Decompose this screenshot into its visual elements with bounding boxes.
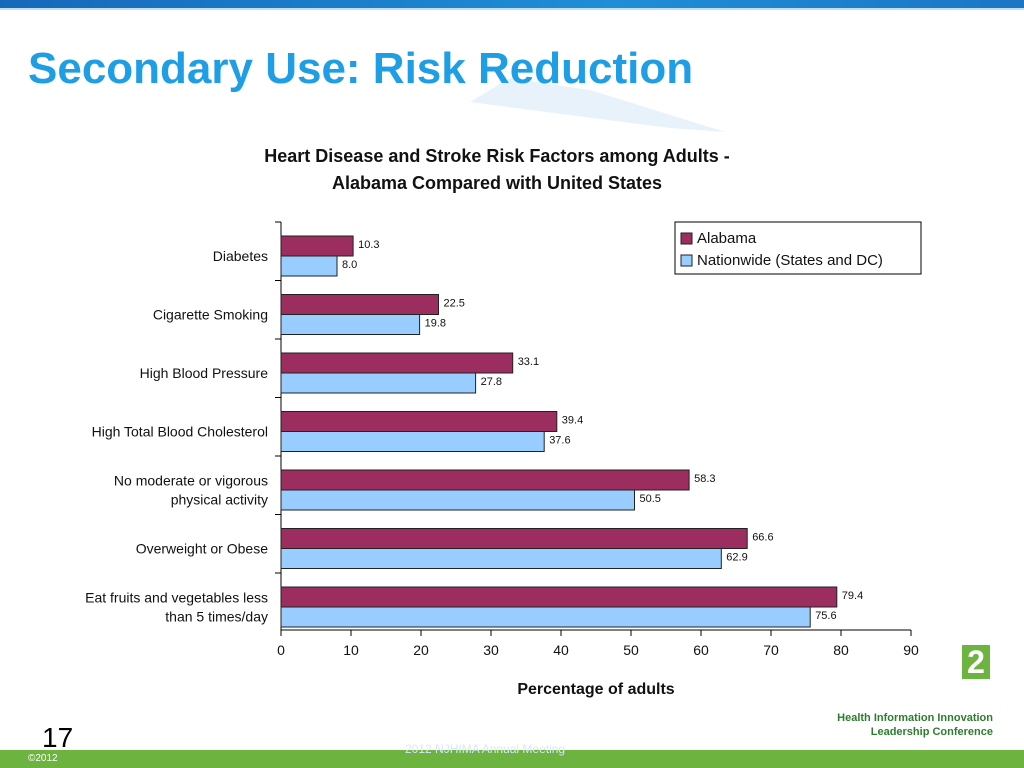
legend-label-alabama: Alabama <box>697 230 757 247</box>
data-label-alabama: 58.3 <box>694 473 715 485</box>
bar-nationwide <box>280 606 811 628</box>
decorative-swoosh <box>470 78 725 132</box>
data-label-alabama: 33.1 <box>518 356 539 368</box>
logo-line-1: Health Information Innovation <box>837 712 993 724</box>
legend-swatch-alabama <box>680 232 693 245</box>
bar-alabama <box>280 469 690 491</box>
data-label-alabama: 22.5 <box>444 298 465 310</box>
y-category-label: Cigarette Smoking <box>153 307 268 323</box>
data-label-alabama: 66.6 <box>752 532 773 544</box>
y-category-label: physical activity <box>171 492 268 508</box>
x-tick-label: 90 <box>903 642 919 658</box>
legend-label-nationwide: Nationwide (States and DC) <box>697 252 883 269</box>
y-category-label: than 5 times/day <box>165 609 268 625</box>
conference-logo-mark: 2 <box>962 645 990 679</box>
data-label-nationwide: 50.5 <box>640 493 661 505</box>
x-tick-label: 40 <box>553 642 569 658</box>
page-number: 17 <box>42 722 74 753</box>
x-tick-label: 70 <box>763 642 779 658</box>
data-label-alabama: 10.3 <box>358 239 379 251</box>
bar-alabama <box>280 235 354 257</box>
y-category-label: Overweight or Obese <box>136 541 268 557</box>
y-category-label: Eat fruits and vegetables less <box>85 590 268 606</box>
conference-logo-text: Health Information Innovation Leadership… <box>808 711 993 739</box>
top-accent-bar <box>0 0 1024 8</box>
bar-alabama <box>280 586 838 608</box>
logo-line-2: Leadership Conference <box>870 726 993 738</box>
y-category-label: Diabetes <box>213 248 268 264</box>
data-label-nationwide: 62.9 <box>726 552 747 564</box>
x-tick-label: 30 <box>483 642 499 658</box>
footer-meeting-text: 2012 NJHIMA Annual Meeting <box>405 742 566 756</box>
x-axis-label: Percentage of adults <box>517 681 674 698</box>
y-category-label: No moderate or vigorous <box>114 473 268 489</box>
y-category-label: High Blood Pressure <box>140 365 269 381</box>
x-tick-label: 0 <box>277 642 285 658</box>
data-label-nationwide: 8.0 <box>342 259 357 271</box>
bar-nationwide <box>280 489 635 511</box>
chart-title-line-2: Alabama Compared with United States <box>332 173 662 193</box>
data-label-nationwide: 37.6 <box>549 435 570 447</box>
bar-alabama <box>280 528 748 549</box>
bar-nationwide <box>280 314 421 335</box>
bar-alabama <box>280 352 514 374</box>
bar-alabama <box>280 411 558 432</box>
chart-title-line-1: Heart Disease and Stroke Risk Factors am… <box>264 146 729 166</box>
bar-alabama <box>280 294 439 315</box>
bar-nationwide <box>280 255 338 277</box>
top-accent-line <box>0 8 1024 10</box>
x-tick-label: 20 <box>413 642 429 658</box>
data-label-alabama: 79.4 <box>842 590 863 602</box>
x-tick-label: 80 <box>833 642 849 658</box>
plot-area: 0 10 20 30 40 50 60 70 80 90 10.38.0 Diabetes 22.5 19… <box>85 221 922 658</box>
bar-nationwide <box>280 372 477 394</box>
bottom-accent-bar <box>0 750 1024 768</box>
data-label-nationwide: 75.6 <box>815 610 836 622</box>
x-tick-label: 50 <box>623 642 639 658</box>
x-tick-label: 60 <box>693 642 709 658</box>
risk-factor-bar-chart: Heart Disease and Stroke Risk Factors am… <box>85 146 922 698</box>
x-tick-label: 10 <box>343 642 359 658</box>
y-category-label: High Total Blood Cholesterol <box>92 424 268 440</box>
legend-swatch-nationwide <box>680 254 693 267</box>
data-label-nationwide: 27.8 <box>481 376 502 388</box>
bar-nationwide <box>280 431 545 452</box>
bar-nationwide <box>280 548 722 569</box>
copyright-text: ©2012 <box>28 753 58 764</box>
data-label-alabama: 39.4 <box>562 415 583 427</box>
slide-title: Secondary Use: Risk Reduction <box>28 44 694 93</box>
data-label-nationwide: 19.8 <box>425 318 446 330</box>
legend-box <box>674 221 922 275</box>
